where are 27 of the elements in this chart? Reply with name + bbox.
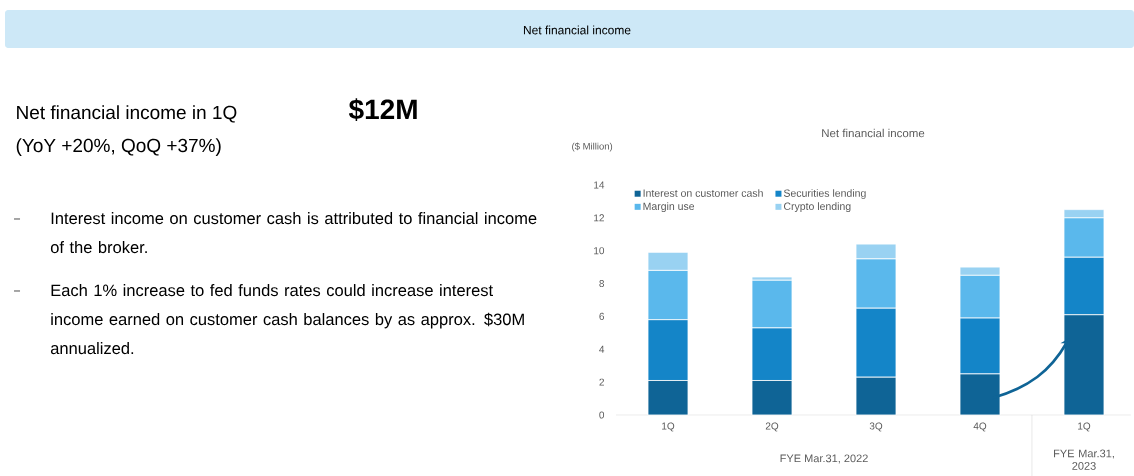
legend-label: Securities lending: [783, 189, 866, 199]
y-tick-label: 2: [599, 378, 604, 386]
x-tick-label: 2Q: [765, 422, 779, 432]
text: $12M: [348, 98, 417, 122]
y-tick-label: 4: [599, 345, 605, 353]
y-axis-title: ($ Million): [572, 142, 613, 152]
x-tick-label: 3Q: [869, 422, 883, 432]
x-tick-label: 1Q: [662, 422, 675, 432]
text: Net financial income: [523, 25, 631, 35]
y-tick-label: 14: [594, 181, 605, 189]
text: FYE Mar.31, 2022: [780, 454, 868, 464]
legend-label: Crypto lending: [783, 202, 851, 213]
y-tick-label: 6: [599, 312, 605, 320]
text: Net financial income in 1Q: [17, 105, 237, 123]
y-tick-label: 10: [594, 247, 605, 255]
x-tick-label: 1Q: [1078, 422, 1091, 432]
text: FYE Mar.31, 2023: [1054, 449, 1114, 470]
legend-label: Margin use: [643, 202, 695, 213]
x-tick-label: 4Q: [973, 422, 987, 432]
text: Each 1% increase to fed funds rates could increase interest income earned on customer cash balances by as approx. $30M annualized.: [50, 284, 524, 355]
legend-label: Interest on customer cash: [643, 189, 763, 197]
chart-title: Net financial income: [822, 128, 925, 138]
text: Interest income on customer cash is attributed to financial income of the broker.: [50, 212, 537, 254]
y-tick-label: 0: [599, 411, 605, 419]
text: (YoY +20%, QoQ +37%): [16, 138, 221, 156]
y-tick-label: 8: [599, 280, 605, 288]
y-tick-label: 12: [594, 214, 604, 222]
